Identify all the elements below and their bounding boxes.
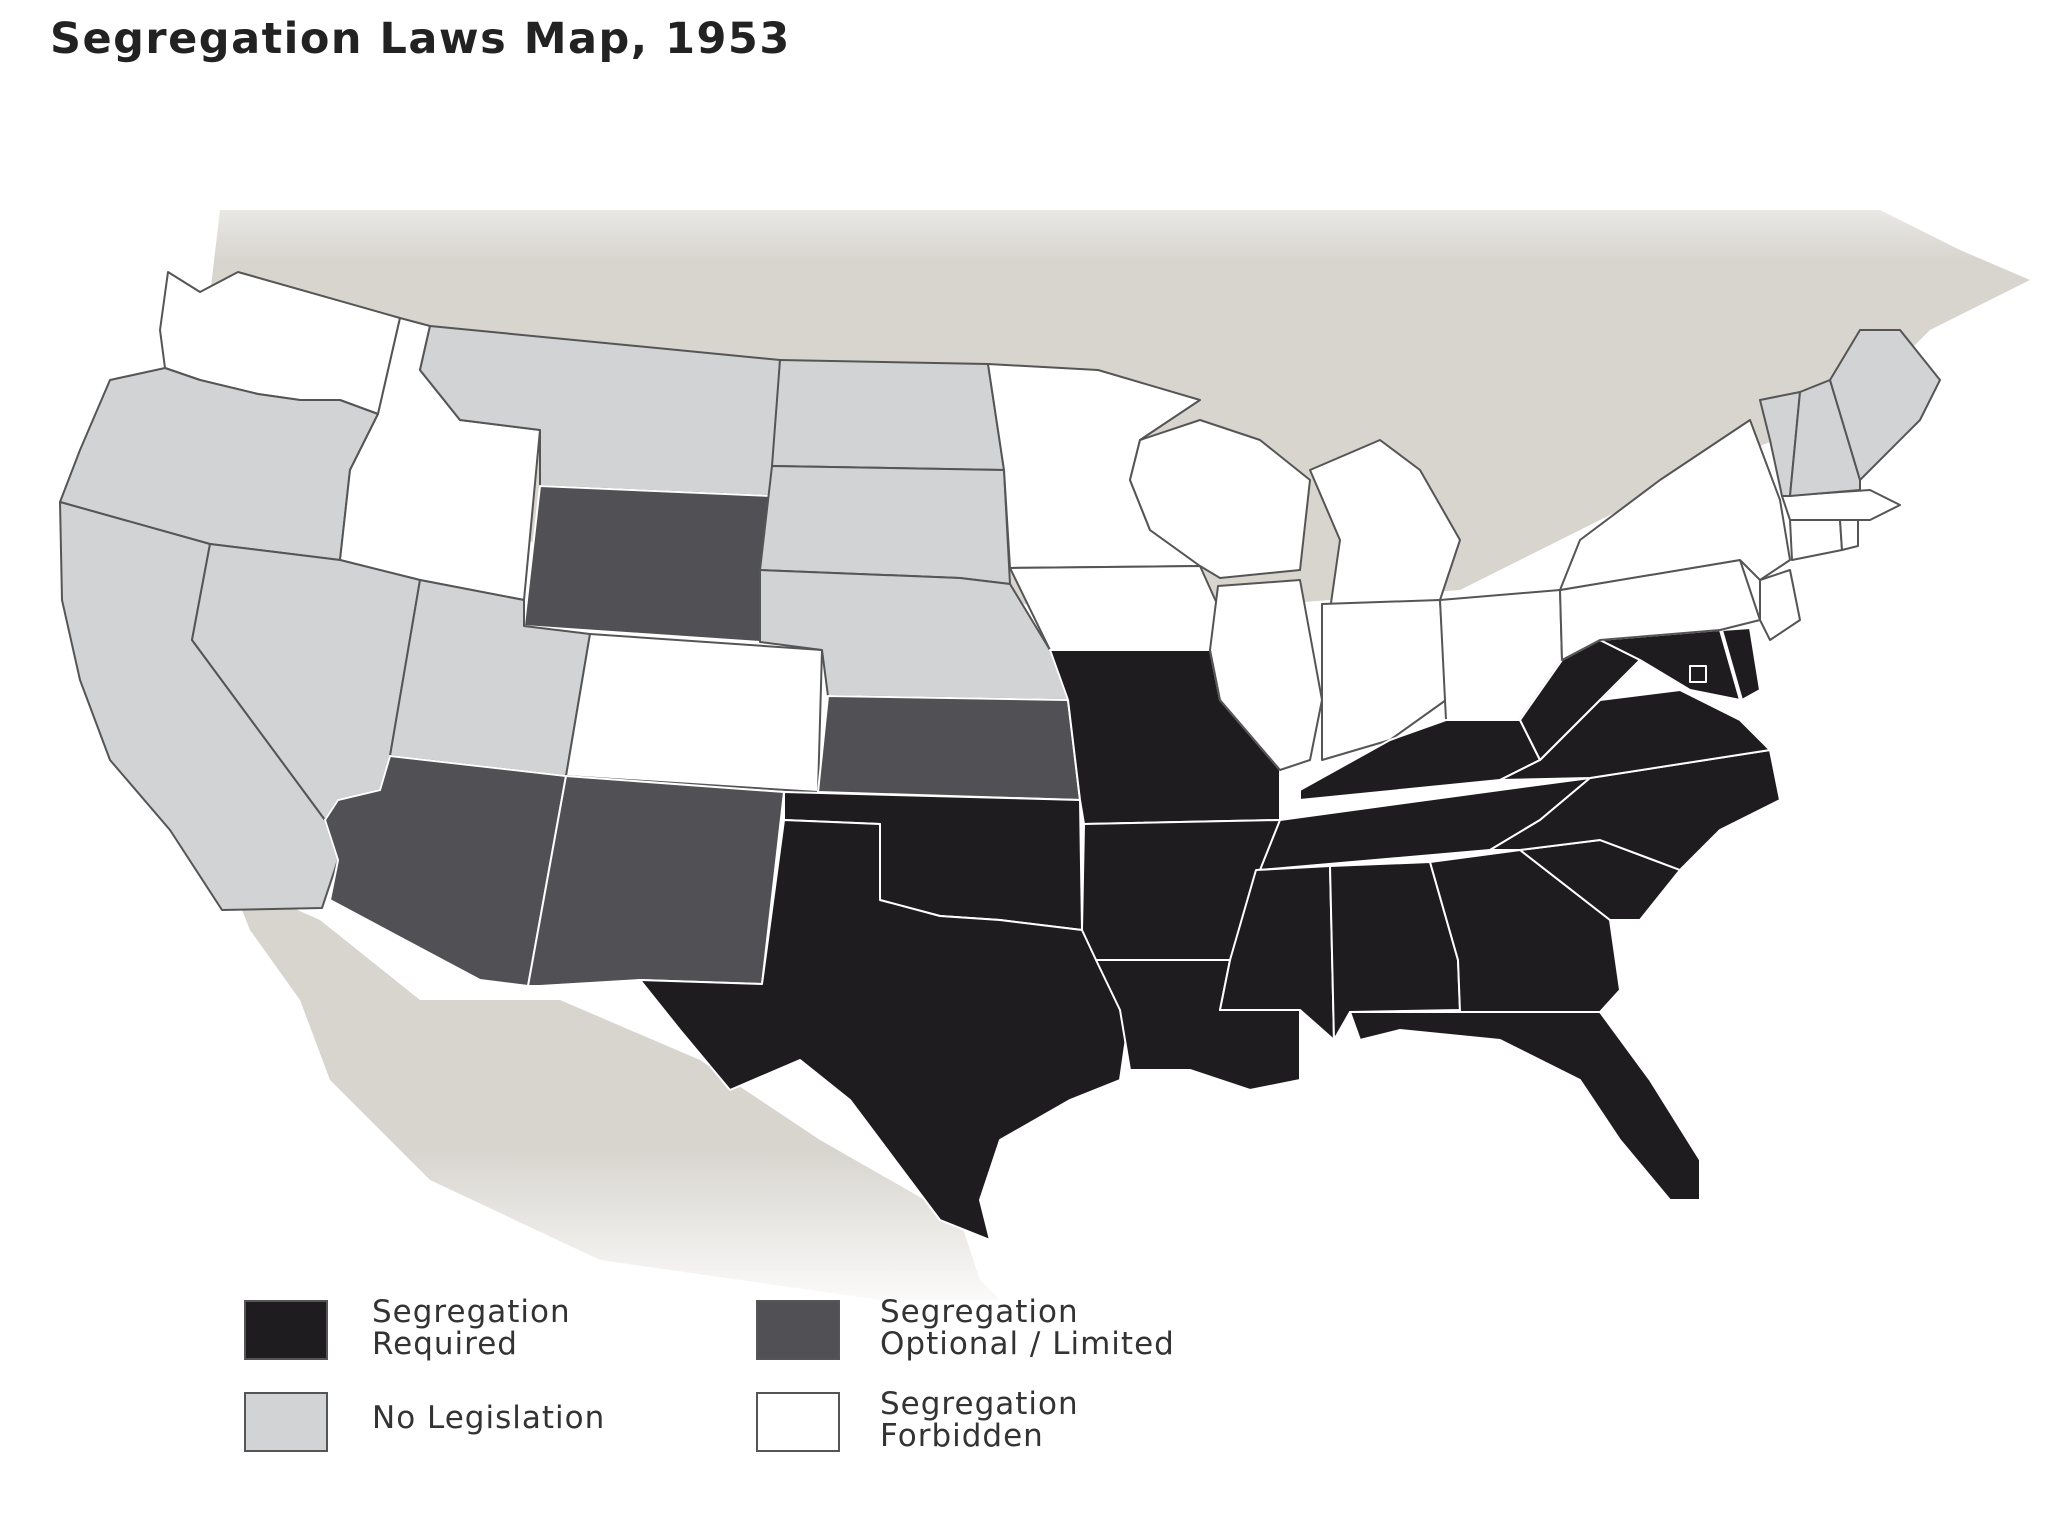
legend-swatch-optional [756,1300,840,1360]
state-new-jersey [1759,569,1801,641]
state-new-mexico [527,775,785,987]
legend-label-required: Segregation Required [372,1294,571,1362]
state-rhode-island [1839,519,1859,551]
legend-swatch-forbidden [756,1392,840,1452]
state-florida [1349,1011,1701,1201]
state-michigan [1309,439,1461,611]
state-wyoming [523,485,773,643]
state-south-dakota [759,465,1011,585]
state-illinois [1209,579,1323,771]
state-texas [639,819,1131,1241]
state-shapes [59,271,1941,1241]
legend-swatch-no-legislation [244,1392,328,1452]
state-new-york [1559,419,1791,591]
legend-swatch-required [244,1300,328,1360]
legend-label-optional: Segregation Optional / Limited [880,1294,1175,1362]
map-title: Segregation Laws Map, 1953 [50,14,791,64]
state-north-dakota [771,359,1005,471]
state-wisconsin [1129,419,1311,579]
legend-label-no-legislation: No Legislation [372,1400,606,1436]
state-indiana [1321,599,1447,761]
state-connecticut [1789,519,1843,561]
state-kansas [817,695,1081,801]
state-delaware [1721,627,1761,701]
state-district-of-columbia [1689,665,1707,683]
state-colorado [565,633,823,793]
state-vermont [1759,391,1801,497]
state-maine [1829,329,1941,481]
state-new-hampshire [1789,379,1861,497]
legend-label-forbidden: Segregation Forbidden [880,1386,1079,1454]
